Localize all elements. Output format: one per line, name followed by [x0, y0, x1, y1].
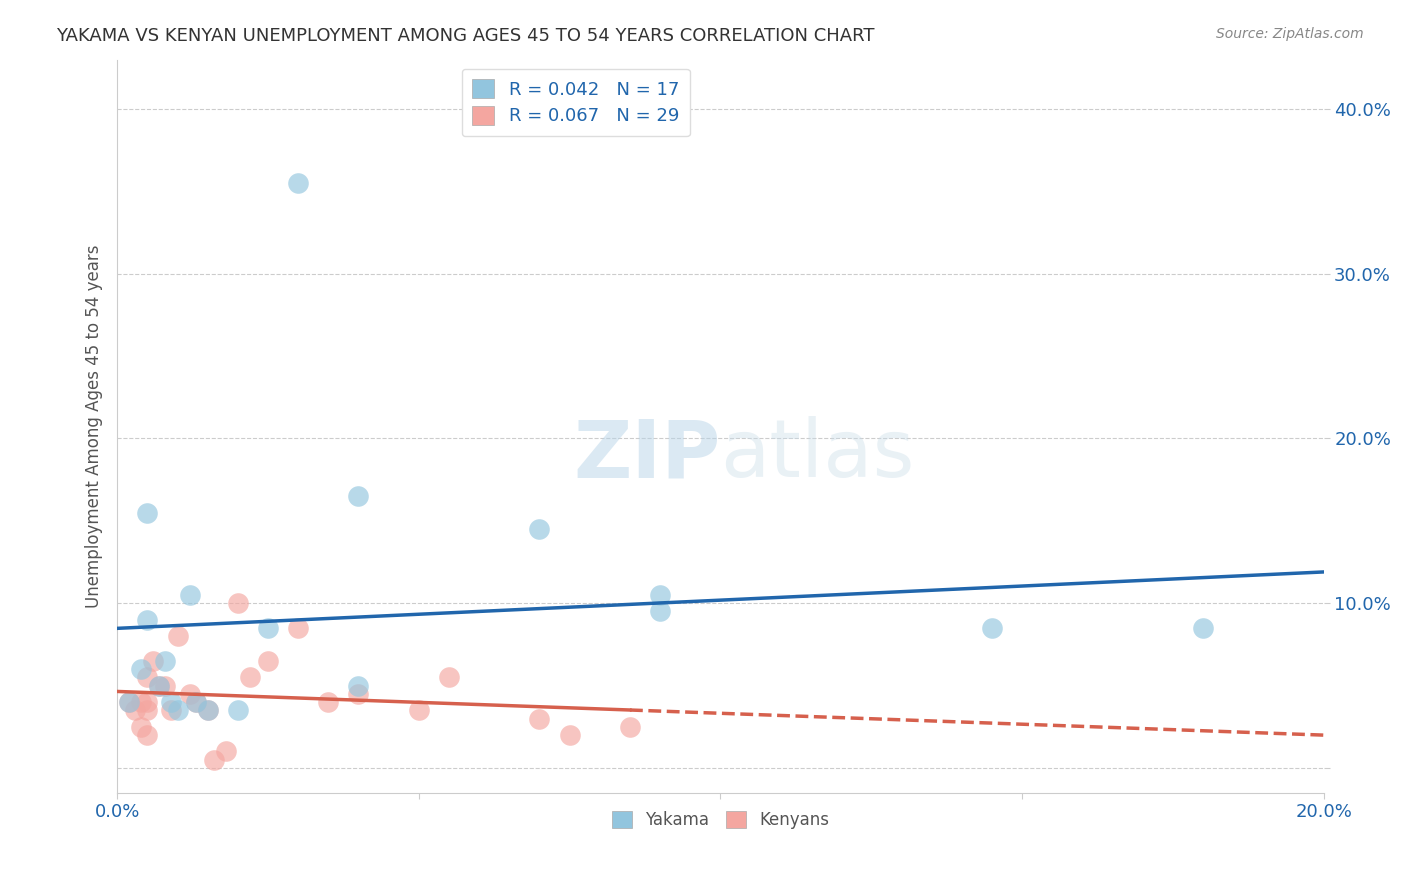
- Text: ZIP: ZIP: [574, 417, 720, 494]
- Text: Source: ZipAtlas.com: Source: ZipAtlas.com: [1216, 27, 1364, 41]
- Point: [148, 679, 170, 693]
- Y-axis label: Unemployment Among Ages 45 to 54 years: Unemployment Among Ages 45 to 54 years: [86, 244, 103, 607]
- Point: [184, 695, 207, 709]
- Point: [529, 522, 551, 536]
- Point: [215, 744, 238, 758]
- Point: [166, 703, 188, 717]
- Point: [124, 703, 146, 717]
- Point: [136, 728, 159, 742]
- Point: [142, 654, 165, 668]
- Point: [197, 703, 219, 717]
- Point: [347, 679, 370, 693]
- Point: [202, 753, 225, 767]
- Point: [226, 703, 249, 717]
- Legend: Yakama, Kenyans: Yakama, Kenyans: [605, 804, 835, 836]
- Point: [239, 670, 262, 684]
- Point: [155, 679, 177, 693]
- Point: [257, 621, 280, 635]
- Point: [118, 695, 141, 709]
- Point: [179, 687, 201, 701]
- Point: [558, 728, 581, 742]
- Point: [131, 662, 153, 676]
- Text: atlas: atlas: [720, 417, 915, 494]
- Point: [184, 695, 207, 709]
- Point: [179, 588, 201, 602]
- Point: [118, 695, 141, 709]
- Point: [287, 621, 309, 635]
- Point: [155, 654, 177, 668]
- Point: [148, 679, 170, 693]
- Point: [160, 695, 183, 709]
- Point: [160, 703, 183, 717]
- Point: [318, 695, 340, 709]
- Point: [226, 596, 249, 610]
- Point: [650, 588, 672, 602]
- Point: [650, 604, 672, 618]
- Point: [197, 703, 219, 717]
- Point: [408, 703, 430, 717]
- Point: [131, 695, 153, 709]
- Point: [136, 695, 159, 709]
- Point: [136, 703, 159, 717]
- Point: [619, 720, 641, 734]
- Point: [257, 654, 280, 668]
- Point: [136, 613, 159, 627]
- Point: [437, 670, 460, 684]
- Point: [980, 621, 1002, 635]
- Point: [1192, 621, 1215, 635]
- Point: [287, 176, 309, 190]
- Point: [131, 720, 153, 734]
- Point: [166, 629, 188, 643]
- Point: [347, 687, 370, 701]
- Point: [529, 712, 551, 726]
- Text: YAKAMA VS KENYAN UNEMPLOYMENT AMONG AGES 45 TO 54 YEARS CORRELATION CHART: YAKAMA VS KENYAN UNEMPLOYMENT AMONG AGES…: [56, 27, 875, 45]
- Point: [136, 670, 159, 684]
- Point: [136, 506, 159, 520]
- Point: [347, 489, 370, 503]
